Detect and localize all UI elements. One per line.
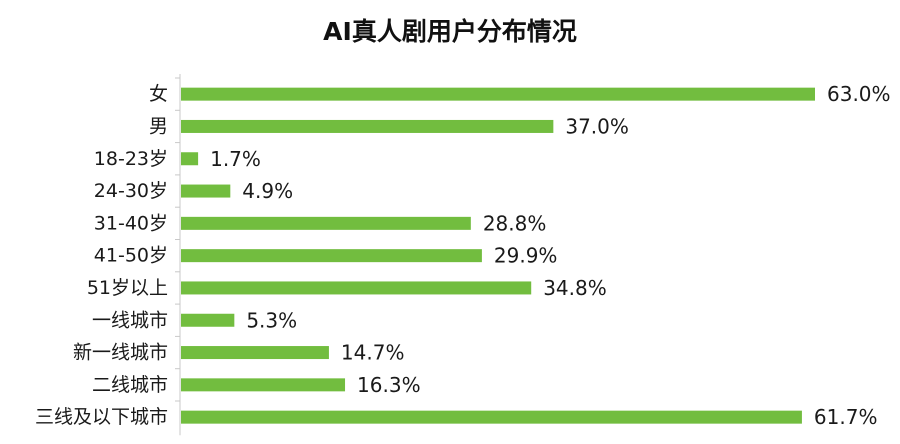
category-label: 三线及以下城市 xyxy=(35,406,168,428)
category-label: 51岁以上 xyxy=(87,277,168,299)
bar xyxy=(181,378,346,392)
bar xyxy=(181,313,235,327)
data-label: 1.7% xyxy=(210,147,261,171)
category-label: 新一线城市 xyxy=(73,342,168,364)
bar xyxy=(181,152,199,166)
category-label: 二线城市 xyxy=(92,374,168,396)
data-label: 63.0% xyxy=(827,82,891,106)
data-label: 61.7% xyxy=(814,405,878,429)
data-label: 37.0% xyxy=(565,114,629,138)
data-label: 28.8% xyxy=(483,211,547,235)
bar xyxy=(181,410,802,424)
category-label: 41-50岁 xyxy=(94,245,168,267)
data-label: 4.9% xyxy=(242,179,293,203)
bar xyxy=(181,119,554,133)
bar xyxy=(181,87,815,101)
category-label: 男 xyxy=(149,115,168,137)
chart-title: AI真人剧用户分布情况 xyxy=(323,17,577,46)
bar xyxy=(181,281,532,295)
data-label: 14.7% xyxy=(341,341,405,365)
bar xyxy=(181,346,329,360)
data-label: 16.3% xyxy=(357,373,421,397)
bar xyxy=(181,249,482,263)
category-label: 一线城市 xyxy=(92,309,168,331)
bar xyxy=(181,184,231,198)
category-label: 24-30岁 xyxy=(94,180,168,202)
bar xyxy=(181,216,471,230)
data-label: 34.8% xyxy=(543,276,607,300)
category-label: 女 xyxy=(149,83,168,105)
category-label: 31-40岁 xyxy=(94,212,168,234)
data-label: 29.9% xyxy=(494,244,558,268)
plot-area: 女 63.0% 男 37.0% 18-23岁 1.7% 24-30岁 4.9% 31-40岁 28… xyxy=(35,74,891,436)
category-label: 18-23岁 xyxy=(94,148,168,170)
data-label: 5.3% xyxy=(246,308,297,332)
